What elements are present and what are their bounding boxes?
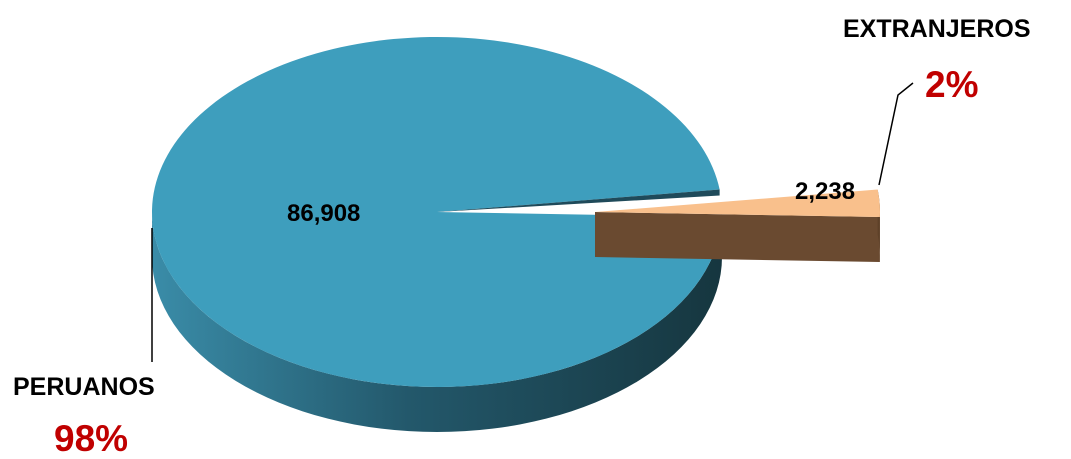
category-label-extranjeros: EXTRANJEROS	[843, 15, 1031, 43]
pie-slice-extranjeros	[595, 189, 881, 218]
pie-slice-peruanos	[151, 36, 722, 387]
percent-label-extranjeros: 2%	[925, 64, 979, 105]
category-label-peruanos: PERUANOS	[13, 373, 155, 401]
pie-slice-side-extranjeros	[595, 212, 880, 263]
pie-slice-side-peruanos	[152, 212, 722, 432]
data-label-peruanos-value: 86,908	[287, 200, 361, 227]
percent-label-peruanos: 98%	[54, 418, 129, 459]
leader-line-extranjeros	[878, 82, 914, 186]
pie-slice-cut-peruanos	[437, 189, 720, 212]
data-label-extranjeros-value: 2,238	[795, 178, 856, 205]
